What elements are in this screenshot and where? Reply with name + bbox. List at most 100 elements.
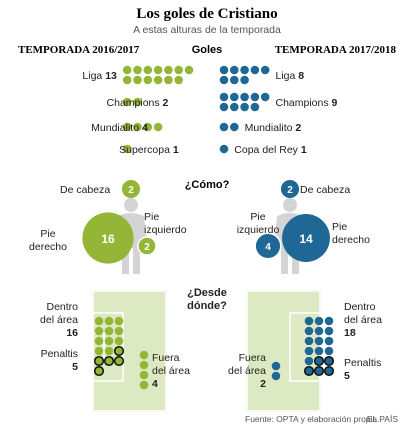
footer-brand: EL PAÍS [367, 414, 399, 424]
label-inside-left: Dentro del área 16 [40, 301, 78, 339]
goal-dot-left [122, 65, 132, 75]
outside-left-dot [139, 370, 149, 380]
inside-right-penalty-dot [323, 365, 335, 377]
inside-left-dot [94, 316, 104, 326]
goal-dot-left [153, 65, 163, 75]
outside-left-dot [139, 350, 149, 360]
inside-left-dot [94, 326, 104, 336]
inside-left-dot [114, 316, 124, 326]
goal-category-left: Liga 13 [82, 70, 117, 82]
inside-right-dot [314, 316, 324, 326]
goal-dot-right [260, 65, 270, 75]
inside-left-dot [104, 346, 114, 356]
label-inside-right: Dentro del área 18 [344, 301, 382, 339]
goal-dot-left [174, 65, 183, 75]
goal-category-left: Mundialito 4 [91, 122, 148, 134]
section-where-title: ¿Desde dónde? [187, 287, 227, 312]
label-right-foot-right: Pie derecho [332, 221, 370, 246]
inside-right-penalty-dot [313, 355, 325, 367]
bubble-right-foot [82, 212, 134, 264]
bubble-head [280, 179, 300, 199]
chart-title: Los goles de Cristiano [136, 6, 277, 22]
season-left-label: TEMPORADA 2016/2017 [18, 44, 140, 56]
bubble-right-foot-value: 16 [101, 232, 115, 246]
inside-right-penalty-dot [303, 365, 315, 377]
inside-left-penalty-dot [113, 345, 125, 357]
goal-dot-right [240, 92, 249, 102]
goal-dot-right [250, 65, 260, 75]
goal-dot-left [184, 65, 194, 75]
bubble-left-foot [254, 232, 282, 260]
label-left-foot-right: Pie izquierdo [237, 211, 280, 236]
goal-dot-left [153, 122, 163, 132]
goal-dot-right [250, 102, 260, 112]
goal-dot-left [164, 65, 173, 75]
section-goals-title: Goles [192, 44, 223, 56]
inside-left-dot [114, 326, 124, 336]
inside-right-dot [314, 336, 324, 346]
goal-category-left: Champions 2 [107, 97, 169, 109]
inside-right-dot [304, 336, 314, 346]
inside-right-dot [314, 346, 324, 356]
goal-dot-right [240, 75, 249, 85]
goal-category-right: Champions 9 [276, 97, 338, 109]
inside-left-dot [104, 326, 114, 336]
bubble-left-foot-value: 2 [144, 242, 150, 253]
bubble-left-foot-value: 4 [265, 242, 271, 253]
label-head-right: De cabeza [300, 184, 350, 196]
label-left-foot-left: Pie izquierdo [144, 211, 187, 236]
goal-category-left: Supercopa 1 [119, 144, 179, 156]
goal-dot-right [219, 144, 229, 154]
inside-left-dot [104, 336, 114, 346]
goal-dot-right [250, 92, 260, 102]
goal-dot-left [122, 122, 132, 132]
goal-dot-left [143, 65, 153, 75]
goal-category-right: Liga 8 [276, 70, 305, 82]
goal-dot-left [143, 122, 153, 132]
inside-right-penalty-dot [323, 355, 335, 367]
outside-left-dot [139, 380, 149, 390]
label-head-left: De cabeza [60, 184, 110, 196]
goal-dot-right [240, 102, 249, 112]
goal-dot-right [230, 122, 239, 132]
inside-right-dot [304, 326, 314, 336]
goal-dot-left [133, 65, 142, 75]
goal-dot-right [219, 92, 229, 102]
inside-left-dot [114, 336, 124, 346]
footer-source: Fuente: OPTA y elaboración propia. [245, 414, 380, 424]
goal-dot-left [143, 75, 153, 85]
goal-category-right: Mundialito 2 [245, 122, 302, 134]
outside-left-dot [139, 360, 149, 370]
inside-right-dot [304, 356, 314, 366]
label-right-foot-left: Pie derecho [29, 228, 67, 253]
inside-right-dot [314, 326, 324, 336]
chart-subtitle: A estas alturas de la temporada [133, 24, 281, 36]
goal-dot-right [260, 92, 270, 102]
inside-left-dot [94, 346, 104, 356]
goal-dot-right [219, 75, 229, 85]
label-penalties-right: Penaltis 5 [344, 357, 381, 382]
outside-right-dot [271, 371, 281, 381]
bubble-head-value: 2 [287, 185, 293, 196]
goal-dot-left [122, 75, 132, 85]
goal-dot-left [122, 144, 132, 154]
inside-right-penalty-dot [313, 365, 325, 377]
inside-left-penalty-dot [103, 355, 115, 367]
bubble-right-foot-value: 14 [299, 232, 313, 246]
inside-left-penalty-dot [93, 365, 105, 377]
goal-dot-left [133, 97, 142, 107]
bubble-left-foot [137, 236, 157, 256]
inside-left-penalty-dot [93, 355, 105, 367]
goal-dot-left [164, 75, 173, 85]
goal-dot-right [230, 65, 239, 75]
goal-dot-right [219, 102, 229, 112]
goal-dot-left [133, 75, 142, 85]
goals-by-location: ¿Desde dónde? Dentro del área 16 Penaltis 5 Fue… [40, 287, 382, 412]
inside-right-dot [324, 316, 334, 326]
label-penalties-left: Penaltis 5 [41, 348, 79, 373]
goal-dot-right [219, 65, 229, 75]
inside-left-dot [104, 316, 114, 326]
goal-dot-left [122, 97, 132, 107]
inside-right-dot [304, 316, 314, 326]
